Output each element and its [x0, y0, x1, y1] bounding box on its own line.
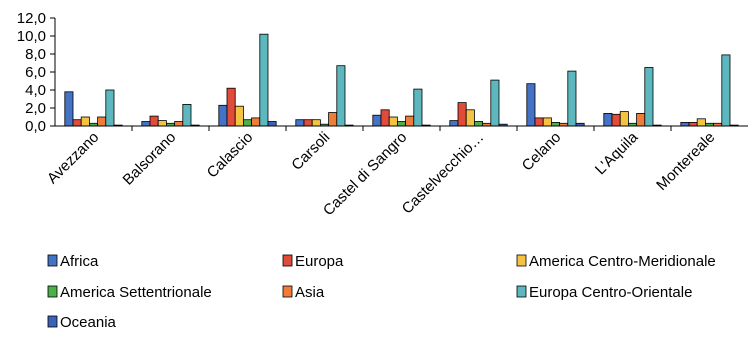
bar	[311, 119, 321, 127]
bar	[542, 117, 552, 127]
legend-label: Europa Centro-Orientale	[529, 284, 692, 301]
legend-swatch	[516, 254, 527, 267]
bar	[465, 109, 475, 127]
bar	[97, 116, 107, 127]
bar	[490, 79, 500, 127]
bar	[72, 119, 82, 127]
x-tick-label: Celano	[519, 129, 565, 175]
bar	[295, 119, 305, 127]
bar	[336, 65, 346, 127]
bar	[234, 105, 244, 127]
legend-label: America Settentrionale	[60, 284, 212, 301]
bar	[259, 33, 269, 127]
bar	[405, 115, 415, 127]
y-tick-label: 8,0	[25, 46, 46, 63]
bar	[267, 121, 277, 127]
bar	[696, 118, 706, 127]
y-tick-label: 6,0	[25, 64, 46, 81]
bar	[80, 116, 90, 127]
y-tick-label: 2,0	[25, 100, 46, 117]
y-axis: 0,02,04,06,08,010,012,0	[17, 10, 56, 135]
bar	[380, 109, 390, 127]
legend-label: Asia	[295, 284, 325, 301]
bar	[141, 121, 151, 127]
y-tick-label: 10,0	[17, 28, 46, 45]
bar	[242, 119, 252, 127]
bar	[721, 54, 731, 127]
x-tick-label: Carsoli	[288, 129, 333, 174]
bar	[413, 88, 423, 127]
legend-label: Oceania	[60, 314, 117, 331]
bar	[372, 114, 382, 127]
bar	[182, 104, 192, 127]
x-tick-label: Avezzano	[44, 129, 102, 187]
legend-swatch	[516, 285, 527, 298]
legend-swatch	[47, 254, 58, 267]
bar	[644, 67, 654, 127]
bar	[174, 121, 184, 127]
legend: Africa Europa America Centro-Meridionale Am…	[47, 253, 716, 331]
x-tick-label: L'Aquila	[592, 128, 642, 178]
x-tick-label: Castelvecchio…	[399, 129, 488, 218]
plot-area	[64, 33, 739, 127]
bar	[251, 117, 261, 127]
bar	[396, 121, 406, 127]
y-tick-label: 12,0	[17, 10, 46, 27]
bar	[603, 113, 613, 127]
bar	[534, 117, 544, 127]
legend-label: Africa	[60, 253, 99, 270]
x-tick-label: Montereale	[653, 129, 718, 194]
y-tick-label: 4,0	[25, 82, 46, 99]
x-tick-label: Castel di Sangro	[320, 129, 410, 219]
bar	[449, 120, 459, 127]
legend-label: America Centro-Meridionale	[529, 253, 716, 270]
bar	[688, 122, 698, 127]
legend-label: Europa	[295, 253, 344, 270]
bar	[388, 116, 398, 127]
bar	[611, 113, 621, 127]
bar	[64, 91, 74, 127]
legend-swatch	[47, 315, 58, 328]
bar	[149, 115, 159, 127]
bar	[303, 119, 313, 127]
legend-swatch	[47, 285, 58, 298]
bar	[328, 112, 338, 127]
bar	[680, 122, 690, 127]
legend-swatch	[282, 285, 293, 298]
bar	[226, 87, 236, 127]
bar	[105, 89, 115, 127]
bar	[157, 120, 167, 127]
x-tick-label: Balsorano	[120, 129, 180, 189]
bar	[636, 113, 646, 127]
bar	[551, 122, 561, 127]
bar	[567, 70, 577, 127]
bar	[473, 121, 483, 127]
y-tick-label: 0,0	[25, 118, 46, 135]
bar	[619, 111, 629, 127]
x-tick-label: Calascio	[204, 129, 257, 182]
bar	[457, 102, 467, 127]
bar	[526, 83, 536, 127]
bar	[218, 104, 228, 127]
legend-swatch	[282, 254, 293, 267]
